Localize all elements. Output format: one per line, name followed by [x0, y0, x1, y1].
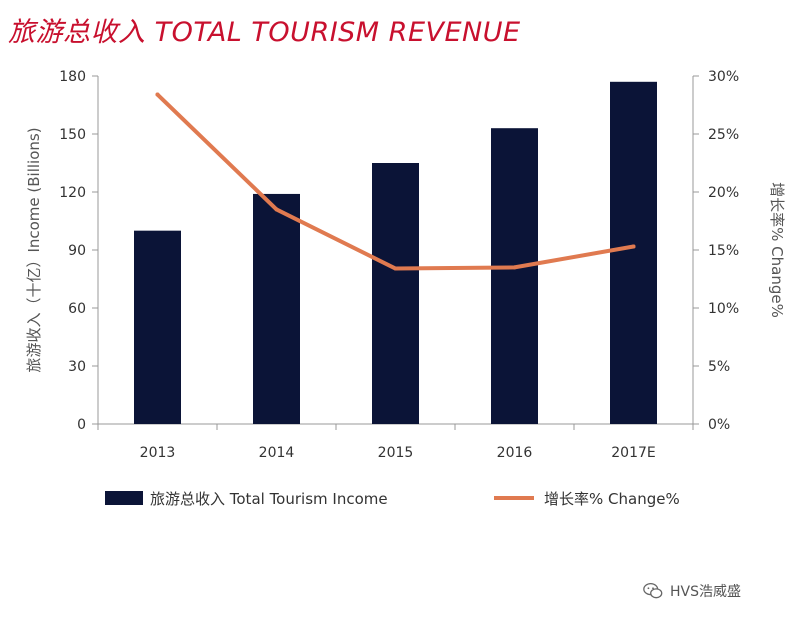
y2-tick-label: 25% — [708, 127, 739, 143]
y2-axis-title: 增长率% Change% — [768, 182, 786, 318]
y-tick-label: 120 — [59, 185, 86, 201]
x-tick-label: 2013 — [140, 445, 176, 461]
bar — [610, 81, 657, 425]
chart-title: 旅游总收入 TOTAL TOURISM REVENUE — [8, 17, 521, 48]
line-point — [155, 92, 160, 97]
y2-tick-label: 10% — [708, 301, 739, 317]
legend-swatch-bar — [105, 491, 143, 505]
x-tick-label: 2015 — [378, 445, 414, 461]
y-tick-label: 150 — [59, 127, 86, 143]
bar — [372, 163, 419, 424]
axes: 0 30 60 90 120 150 180 0% 5% 10% 15% 20% 25% 30% 2013 2… — [25, 69, 786, 461]
bar-series — [134, 81, 657, 425]
x-tick-label: 2017E — [611, 445, 655, 461]
watermark: HVS浩威盛 — [642, 580, 741, 602]
line-point — [393, 266, 398, 271]
y2-tick-label: 5% — [708, 359, 730, 375]
y-tick-label: 0 — [77, 417, 86, 433]
x-tick-label: 2016 — [497, 445, 533, 461]
bar — [253, 193, 300, 424]
line-point — [631, 244, 636, 249]
watermark-text: HVS浩威盛 — [670, 584, 741, 600]
legend-label-bar: 旅游总收入 Total Tourism Income — [150, 490, 388, 508]
y2-tick-label: 0% — [708, 417, 730, 433]
x-tick-label: 2014 — [259, 445, 295, 461]
line-point — [274, 207, 279, 212]
wechat-icon — [643, 583, 663, 599]
legend: 旅游总收入 Total Tourism Income 增长率% Change% — [105, 490, 680, 508]
y-axis-title: 旅游收入（十亿）Income (Billions) — [25, 127, 43, 372]
line-point — [512, 265, 517, 270]
bar — [134, 230, 181, 424]
bar — [491, 128, 538, 424]
legend-label-line: 增长率% Change% — [544, 490, 680, 508]
y-tick-label: 60 — [68, 301, 86, 317]
y-tick-label: 90 — [68, 243, 86, 259]
y-tick-label: 30 — [68, 359, 86, 375]
y2-tick-label: 20% — [708, 185, 739, 201]
y-tick-label: 180 — [59, 69, 86, 85]
y2-tick-label: 30% — [708, 69, 739, 85]
line-series — [155, 92, 636, 271]
y2-tick-label: 15% — [708, 243, 739, 259]
